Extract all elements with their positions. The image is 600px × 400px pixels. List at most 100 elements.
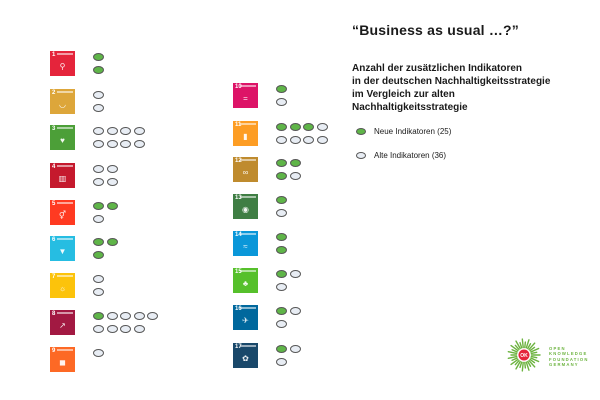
sdg-goal-11-icon: 11 ▮	[233, 121, 258, 146]
new-indicator-dot	[276, 245, 287, 254]
goal-row: 15 ♣	[233, 268, 301, 293]
sdg-goal-12-icon: 12 ∞	[233, 157, 258, 182]
sdg-goal-15-icon: 15 ♣	[233, 268, 258, 293]
heartbeat-icon: ♥	[60, 136, 65, 145]
okf-ray	[515, 340, 521, 350]
old-indicator-dot	[93, 91, 104, 99]
sdg-goal-14-icon: 14 ≈	[233, 231, 258, 256]
water-drop-icon: ▼	[58, 247, 67, 256]
indicator-dots	[276, 268, 301, 291]
tree-icon: ♣	[242, 279, 249, 288]
okf-line: GERMANY	[549, 362, 579, 368]
indicator-dots	[93, 347, 104, 357]
subtitle-line: Nachhaltigkeitsstrategie	[352, 102, 468, 113]
sdg-goal-17-icon: 17 ✿	[233, 343, 258, 368]
sdg-goal-3-icon: 3 ♥	[50, 125, 75, 150]
goal-title-bar	[57, 238, 73, 240]
eye-globe-icon: ◉	[242, 205, 249, 214]
old-indicator-dot	[106, 312, 118, 320]
indicator-dots	[93, 51, 104, 74]
goal-row: 11 ▮	[233, 121, 328, 146]
equality-icon: =	[243, 94, 248, 103]
legend-old-label: Alte Indikatoren (36)	[374, 151, 447, 160]
new-indicator-dot	[276, 233, 287, 241]
goal-number: 14	[235, 232, 242, 238]
fish-icon: ≈	[243, 242, 248, 251]
old-indicator-dot	[303, 135, 314, 144]
okf-ray	[530, 347, 540, 353]
goal-number: 10	[235, 84, 242, 90]
legend-new: Neue Indikatoren (25)	[356, 127, 451, 136]
goal-row: 10 =	[233, 83, 287, 108]
sdg-goal-16-icon: 16 ✈	[233, 305, 258, 330]
legend-old: Alte Indikatoren (36)	[356, 151, 446, 160]
sdg-goal-5-icon: 5 ⚥	[50, 200, 75, 225]
city-icon: ▮	[243, 132, 248, 141]
slide-title: “Business as usual …?”	[352, 22, 520, 38]
old-indicator-dot	[276, 357, 287, 366]
goal-row: 3 ♥	[50, 125, 145, 150]
old-indicator-dot	[93, 127, 104, 135]
okf-ray	[529, 346, 536, 352]
gender-icon: ⚥	[58, 211, 67, 220]
old-indicator-dot	[106, 177, 118, 186]
goal-title-bar	[240, 345, 256, 347]
new-indicator-dot	[276, 270, 287, 278]
goal-number: 13	[235, 195, 242, 201]
indicator-dots	[93, 273, 104, 296]
indicator-dots	[276, 83, 287, 106]
okf-ray	[530, 357, 540, 363]
new-indicator-dot	[93, 65, 104, 74]
family-icon: ⚲	[59, 62, 66, 71]
cubes-icon: ◼	[59, 358, 66, 367]
bowl-icon: ◡	[59, 100, 66, 109]
indicator-dots	[93, 200, 118, 223]
sdg-goal-6-icon: 6 ▼	[50, 236, 75, 261]
goal-number: 5	[52, 201, 56, 207]
new-indicator-dot	[276, 85, 287, 93]
okf-ray	[511, 357, 518, 361]
goal-row: 13 ◉	[233, 194, 287, 219]
new-indicator-dot	[289, 159, 301, 167]
goal-title-bar	[57, 312, 73, 314]
okf-ray	[510, 358, 519, 366]
indicator-dots	[276, 194, 287, 217]
okf-ray	[525, 361, 530, 371]
okf-ray	[511, 349, 518, 353]
old-indicator-dot	[276, 208, 287, 217]
goal-row: 4 ▥	[50, 163, 118, 188]
old-indicator-dot	[133, 312, 145, 320]
okf-ray	[519, 341, 523, 349]
book-icon: ▥	[58, 174, 67, 183]
new-indicator-dot	[276, 159, 287, 167]
old-indicator-dot	[93, 139, 104, 148]
old-indicator-dot	[93, 165, 104, 173]
goal-title-bar	[57, 202, 73, 204]
goal-row: 12 ∞	[233, 157, 301, 182]
old-indicator-dot	[93, 287, 104, 296]
old-indicator-dot	[289, 270, 301, 278]
old-indicator-dot	[106, 324, 118, 333]
okf-line: OPEN	[549, 346, 566, 351]
old-indicator-dot	[120, 139, 131, 148]
okf-ray	[528, 359, 536, 368]
old-indicator-dot	[93, 275, 104, 283]
goal-number: 1	[52, 52, 56, 58]
goal-title-bar	[57, 165, 73, 167]
goal-number: 3	[52, 126, 56, 132]
old-indicator-dot	[93, 324, 104, 333]
new-indicator-dot	[93, 312, 104, 320]
okf-ray	[528, 342, 536, 351]
indicator-dots	[276, 343, 301, 366]
legend-new-label: Neue Indikatoren (25)	[374, 127, 452, 136]
okf-ray	[529, 358, 536, 364]
goal-row: 7 ☼	[50, 273, 104, 298]
new-indicator-dot	[276, 171, 287, 180]
goal-title-bar	[240, 196, 256, 198]
goal-row: 6 ▼	[50, 236, 118, 261]
sdg-goal-2-icon: 2 ◡	[50, 89, 75, 114]
goal-number: 8	[52, 311, 56, 317]
okf-ray	[514, 359, 520, 366]
sdg-goal-13-icon: 13 ◉	[233, 194, 258, 219]
goal-number: 7	[52, 274, 56, 280]
